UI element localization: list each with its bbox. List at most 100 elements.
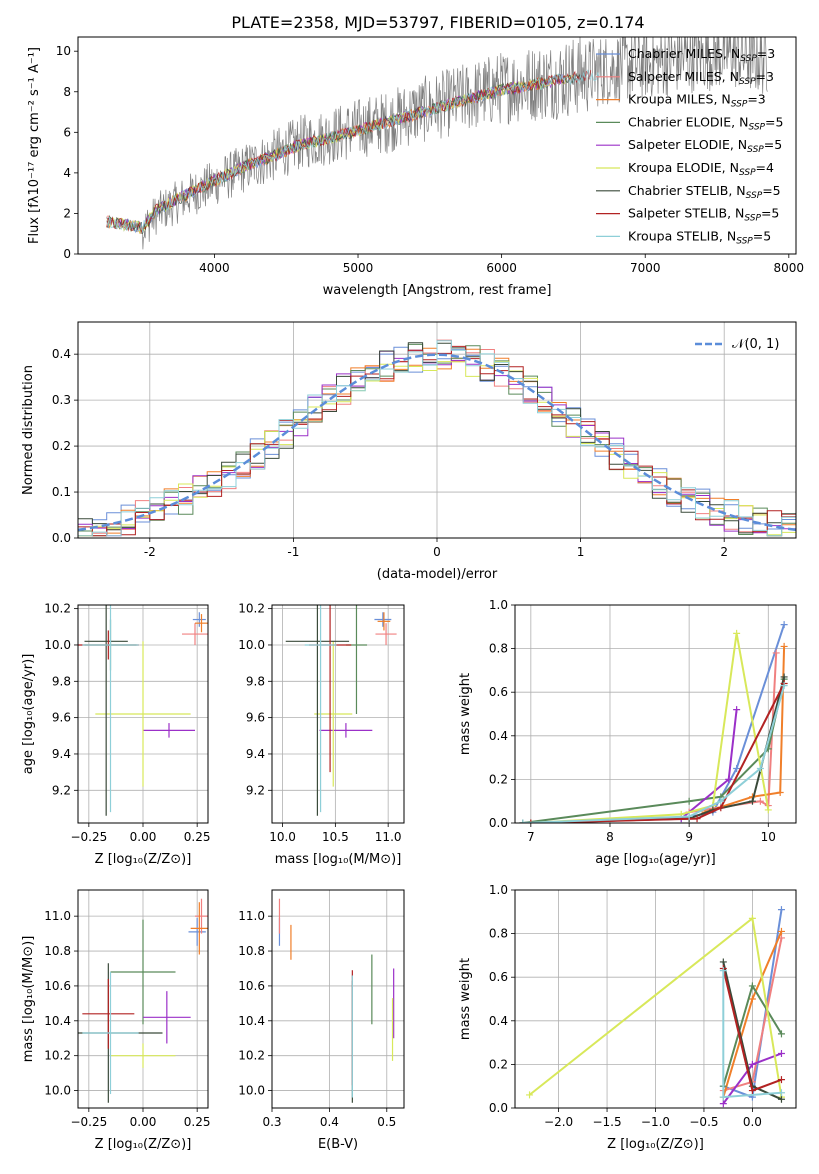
weight-point-marker: [685, 797, 693, 805]
y-tick-label: 9.6: [246, 711, 265, 725]
model-spectrum-line: [106, 72, 583, 234]
y-tick-label: 9.2: [246, 783, 265, 797]
y-tick-label: 0.6: [489, 685, 508, 699]
weight-series-line: [530, 683, 785, 823]
axes-frame: [77, 36, 797, 255]
legend-entry: Kroupa MILES, NSSP=3: [628, 92, 766, 110]
y-tick-label: 0.2: [489, 1057, 508, 1071]
weight-point-marker: [719, 1093, 727, 1101]
weight-point-marker: [756, 765, 764, 772]
y-tick-label: 0.8: [489, 927, 508, 941]
weight-point-marker: [733, 706, 741, 714]
legend-entry: Salpeter STELIB, NSSP=5: [628, 206, 779, 224]
weight-point-marker: [748, 995, 756, 1003]
weight-series-line: [530, 633, 770, 823]
plot-area: [78, 605, 208, 816]
y-axis-label: age [log₁₀(age/yr)]: [21, 654, 36, 775]
x-tick-label: 0.25: [184, 1115, 211, 1129]
y-tick-label: 0.1: [52, 485, 71, 499]
x-axis-label: wavelength [Angstrom, rest frame]: [323, 283, 552, 298]
x-tick-label: −0.25: [70, 830, 107, 844]
legend-entry: Kroupa ELODIE, NSSP=4: [628, 160, 774, 178]
y-tick-label: 11.0: [238, 909, 265, 923]
y-tick-label: 1.0: [489, 883, 508, 897]
x-tick-label: 10: [761, 830, 776, 844]
weight-point-marker: [733, 629, 741, 637]
x-tick-label: −0.5: [689, 1115, 718, 1129]
x-tick-label: −1.5: [592, 1115, 621, 1129]
y-tick-label: 10.0: [44, 1084, 71, 1098]
x-axis-label: mass [log₁₀(M/M⊙)]: [275, 852, 402, 867]
weight-point-marker: [772, 649, 780, 657]
axes-frame: [77, 321, 797, 539]
legend-entry: Salpeter MILES, NSSP=3: [628, 69, 774, 87]
y-tick-label: 9.4: [246, 747, 265, 761]
axes-frame: [271, 604, 405, 824]
y-axis-label: mass weight: [458, 673, 473, 755]
y-tick-label: 9.6: [52, 711, 71, 725]
x-tick-label: 10.5: [322, 830, 349, 844]
weight-point-marker: [748, 1087, 756, 1095]
x-axis-label: Z [log₁₀(Z/Z⊙)]: [607, 1137, 704, 1152]
panel-weight_vs_Z: −2.0 −1.5 −1.0 −0.5 0.0 0.0 0.2 0.4 0.6 0.8 1.0 Z […: [458, 883, 797, 1152]
model-spectrum-line: [106, 69, 600, 233]
weight-point-marker: [777, 1095, 785, 1103]
y-tick-label: 0.4: [52, 347, 71, 361]
x-tick-label: 4000: [199, 261, 230, 275]
weight-point-marker: [777, 1050, 785, 1057]
weight-point-marker: [780, 673, 788, 681]
weight-point-marker: [717, 804, 725, 812]
weight-series-line: [522, 676, 786, 823]
y-tick-label: 9.4: [52, 747, 71, 761]
legend-entry: Salpeter ELODIE, NSSP=5: [628, 137, 782, 155]
y-tick-label: 9.8: [52, 674, 71, 688]
x-axis-label: age [log₁₀(age/yr)]: [595, 852, 716, 867]
weight-point-marker: [725, 775, 733, 783]
spectrum-legend: Chabrier MILES, NSSP=3 Salpeter MILES, NS…: [596, 46, 783, 246]
plot-area: [106, 37, 768, 250]
weight-point-marker: [764, 806, 772, 814]
x-tick-label: -2: [144, 545, 156, 559]
legend-entry: 𝒩(0, 1): [732, 337, 779, 352]
y-tick-label: 0.6: [489, 970, 508, 984]
weight-point-marker: [777, 1030, 785, 1038]
y-tick-label: 10.4: [44, 1014, 71, 1028]
y-tick-label: 0.8: [489, 642, 508, 656]
y-tick-label: 0: [63, 247, 71, 261]
panel-mass_vs_Z: −0.25 0.00 0.25 10.0 10.2 10.4 10.6 10.8 11.0 Z […: [21, 889, 211, 1152]
weight-point-marker: [756, 797, 764, 805]
y-tick-label: 4: [63, 166, 71, 180]
y-tick-label: 10.2: [238, 1049, 265, 1063]
x-tick-label: 6000: [486, 261, 517, 275]
weight-point-marker: [748, 982, 756, 990]
legend-entry: Kroupa STELIB, NSSP=5: [628, 228, 771, 246]
x-tick-label: 0.4: [320, 1115, 339, 1129]
weight-point-marker: [780, 621, 788, 629]
x-tick-label: −0.25: [70, 1115, 107, 1129]
normal-reference-curve: [78, 353, 796, 532]
weight-series-line: [688, 652, 778, 814]
x-tick-label: 0.00: [130, 1115, 157, 1129]
x-tick-label: 0.00: [130, 830, 157, 844]
residual-histogram: [78, 361, 796, 537]
axes-frame: [271, 889, 405, 1109]
x-tick-label: −2.0: [544, 1115, 573, 1129]
y-tick-label: 10.2: [44, 602, 71, 616]
weight-point-marker: [777, 1089, 785, 1097]
y-tick-label: 0.4: [489, 729, 508, 743]
model-spectrum-line: [106, 69, 592, 234]
y-tick-label: 10.0: [44, 638, 71, 652]
y-axis-label: mass [log₁₀(M/M⊙)]: [21, 936, 36, 1063]
y-tick-label: 0.3: [52, 393, 71, 407]
x-axis-label: Z [log₁₀(Z/Z⊙)]: [95, 1137, 192, 1152]
weight-point-marker: [748, 914, 756, 922]
y-tick-label: 10.0: [238, 1084, 265, 1098]
axes-frame: [514, 889, 797, 1109]
weight-point-marker: [526, 1091, 534, 1099]
x-tick-label: 11.0: [375, 830, 402, 844]
y-tick-label: 1.0: [489, 598, 508, 612]
y-tick-label: 2: [63, 206, 71, 220]
y-tick-label: 8: [63, 85, 71, 99]
y-tick-label: 6: [63, 125, 71, 139]
